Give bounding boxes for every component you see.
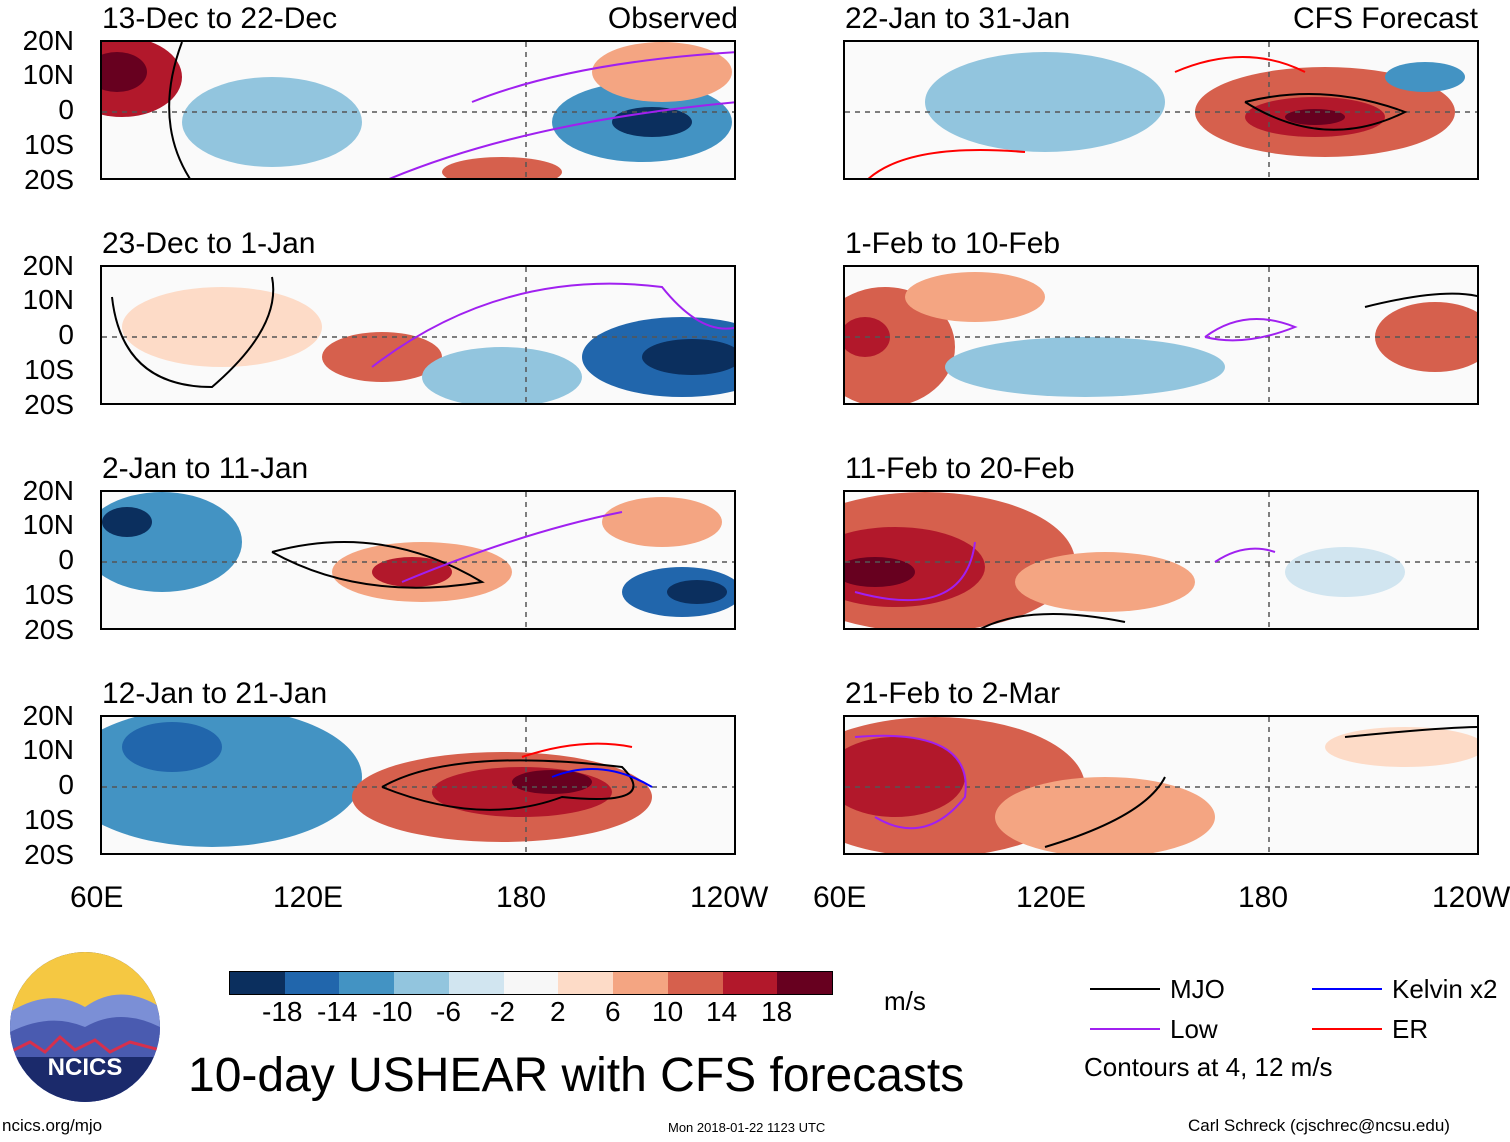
colorbar-swatch	[777, 972, 833, 994]
y-label-10n-p4: 10N	[22, 734, 74, 765]
y-label-0-p4: 0	[58, 769, 74, 800]
tick-m2: -2	[490, 996, 515, 1027]
colorbar-swatch	[230, 972, 285, 994]
tick-14: 14	[706, 996, 738, 1027]
colorbar-swatch	[448, 972, 504, 994]
x-label-180-right: 180	[1238, 881, 1289, 914]
y-label-10n-p3: 10N	[22, 509, 74, 540]
x-label-120w-left: 120W	[690, 881, 769, 914]
x-label-120e-right: 120E	[1016, 881, 1087, 914]
legend-er-line	[1312, 1028, 1382, 1030]
y-label-10s-p3: 10S	[24, 579, 74, 610]
colorbar-swatch	[722, 972, 778, 994]
colorbar-swatch	[339, 972, 395, 994]
legend-low-line	[1090, 1028, 1160, 1030]
colorbar-swatch	[503, 972, 559, 994]
panel-title-8: 21-Feb to 2-Mar	[845, 677, 1061, 710]
panel-title-7: 11-Feb to 20-Feb	[845, 452, 1075, 485]
tick-2: 2	[550, 996, 566, 1027]
panel-title-3: 2-Jan to 11-Jan	[102, 452, 309, 485]
colorbar	[229, 971, 833, 995]
x-label-60e-right: 60E	[813, 881, 867, 914]
y-label-20n-p4: 20N	[22, 700, 74, 731]
colorbar-swatch	[613, 972, 668, 994]
y-label-20s-p1: 20S	[24, 164, 74, 195]
y-label-20s-p3: 20S	[24, 614, 74, 645]
y-label-10n-p2: 10N	[22, 284, 74, 315]
colorbar-swatch	[284, 972, 340, 994]
panel-title-1: 13-Dec to 22-Dec	[102, 2, 338, 35]
y-label-20s-p2: 20S	[24, 389, 74, 420]
units-label: m/s	[884, 986, 926, 1016]
panel-title-4: 12-Jan to 21-Jan	[102, 677, 328, 710]
y-label-0-p2: 0	[58, 319, 74, 350]
y-label-10s-p2: 10S	[24, 354, 74, 385]
map-panel-5	[843, 40, 1479, 180]
tick-m6: -6	[436, 996, 461, 1027]
map-panel-4	[100, 715, 736, 855]
tick-m18: -18	[262, 996, 303, 1027]
observed-label: Observed	[607, 2, 738, 35]
map-panel-3	[100, 490, 736, 630]
legend-mjo-line	[1090, 988, 1160, 990]
panel-title-5: 22-Jan to 31-Jan	[845, 2, 1071, 35]
colorbar-swatch	[667, 972, 723, 994]
map-panel-2	[100, 265, 736, 405]
colorbar-swatch	[558, 972, 614, 994]
ncics-logo: NCICS	[10, 952, 160, 1102]
x-label-60e-left: 60E	[70, 881, 124, 914]
y-label-0-p3: 0	[58, 544, 74, 575]
contours-note: Contours at 4, 12 m/s	[1084, 1052, 1333, 1082]
y-label-10n-p1: 10N	[22, 59, 74, 90]
panel-title-6: 1-Feb to 10-Feb	[845, 227, 1061, 260]
tick-18: 18	[761, 996, 793, 1027]
footer-author: Carl Schreck (cjschrec@ncsu.edu)	[1188, 1116, 1450, 1135]
legend-kelvin-label: Kelvin x2	[1392, 974, 1498, 1004]
map-panel-7	[843, 490, 1479, 630]
y-label-10s-p1: 10S	[24, 129, 74, 160]
tick-m10: -10	[372, 996, 413, 1027]
y-label-20s-p4: 20S	[24, 839, 74, 870]
y-label-10s-p4: 10S	[24, 804, 74, 835]
x-label-120w-right: 120W	[1432, 883, 1510, 913]
logo-text: NCICS	[47, 1054, 123, 1081]
footer-url[interactable]: ncics.org/mjo	[2, 1116, 103, 1135]
tick-10: 10	[652, 996, 684, 1027]
figure-title: 10-day USHEAR with CFS forecasts	[188, 1049, 965, 1102]
footer-timestamp: Mon 2018-01-22 1123 UTC	[668, 1120, 826, 1135]
map-panel-6	[843, 265, 1479, 405]
y-label-20n-p1: 20N	[22, 25, 74, 56]
tick-m14: -14	[317, 996, 358, 1027]
x-label-180-left: 180	[496, 881, 547, 914]
colorbar-swatch	[394, 972, 449, 994]
map-panel-1	[100, 40, 736, 180]
cfs-forecast-label: CFS Forecast	[1292, 2, 1478, 35]
legend-mjo-label: MJO	[1170, 974, 1225, 1004]
y-label-0-p1: 0	[58, 94, 74, 125]
y-label-20n-p3: 20N	[22, 475, 74, 506]
x-label-120e-left: 120E	[273, 881, 344, 914]
legend-kelvin-line	[1312, 988, 1382, 990]
map-panel-8	[843, 715, 1479, 855]
tick-6: 6	[605, 996, 621, 1027]
legend-low-label: Low	[1170, 1014, 1218, 1044]
y-label-20n-p2: 20N	[22, 250, 74, 281]
panel-title-2: 23-Dec to 1-Jan	[102, 227, 316, 260]
legend-er-label: ER	[1392, 1014, 1429, 1044]
